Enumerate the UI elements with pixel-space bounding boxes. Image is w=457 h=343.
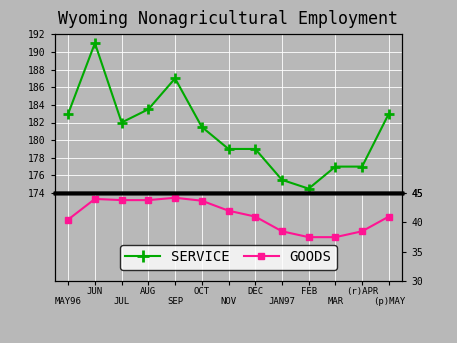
Text: Wyoming Nonagricultural Employment: Wyoming Nonagricultural Employment <box>58 10 399 28</box>
Text: FEB: FEB <box>301 287 317 296</box>
Text: JAN97: JAN97 <box>269 297 295 306</box>
Text: NOV: NOV <box>220 297 237 306</box>
Text: OCT: OCT <box>194 287 210 296</box>
Text: JUL: JUL <box>114 297 130 306</box>
Text: JUN: JUN <box>87 287 103 296</box>
Text: (p)MAY: (p)MAY <box>372 297 405 306</box>
Text: MAR: MAR <box>327 297 343 306</box>
Text: AUG: AUG <box>140 287 156 296</box>
Text: MAY96: MAY96 <box>55 297 82 306</box>
Text: (r)APR: (r)APR <box>346 287 378 296</box>
Text: DEC: DEC <box>247 287 263 296</box>
Legend: SERVICE, GOODS: SERVICE, GOODS <box>120 245 337 270</box>
Text: SEP: SEP <box>167 297 183 306</box>
